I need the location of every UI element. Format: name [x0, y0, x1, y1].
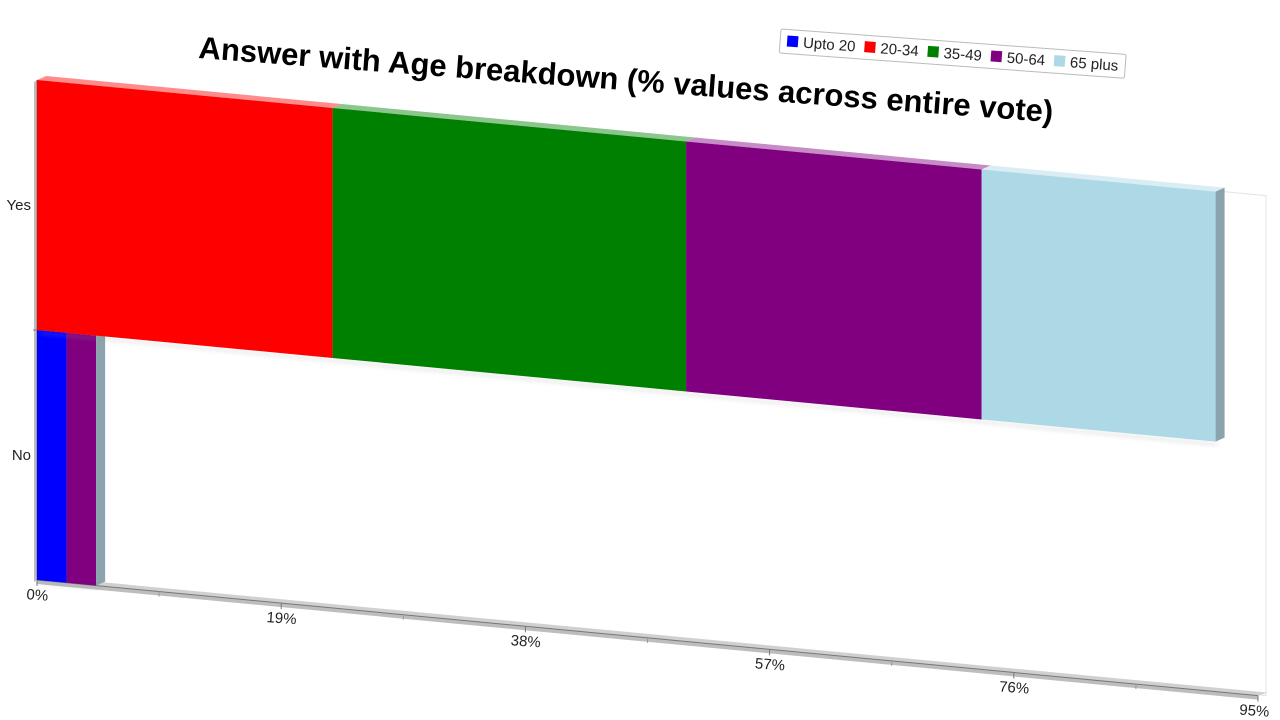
bar-segment[interactable]	[981, 169, 1216, 442]
legend-label[interactable]: 35-49	[943, 45, 983, 65]
legend-swatch	[864, 41, 876, 53]
legend-swatch	[990, 50, 1003, 63]
bar-end-cap	[96, 331, 106, 586]
legend: Upto 20 20-34 35-49 50-64 65 plus	[778, 28, 1127, 79]
bars	[37, 76, 1225, 590]
legend-swatch	[786, 35, 799, 48]
bar-segment[interactable]	[66, 332, 97, 586]
x-tick-label: 0%	[26, 586, 49, 605]
x-tick-label: 38%	[510, 632, 541, 651]
axes: 0% 19% 38% 57% 76% 95% Yes No	[7, 80, 1270, 720]
x-tick-label: 19%	[266, 609, 297, 628]
bar-segment[interactable]	[37, 330, 67, 583]
legend-label[interactable]: Upto 20	[802, 35, 856, 56]
legend-label[interactable]: 50-64	[1006, 50, 1046, 70]
legend-swatch	[927, 45, 940, 58]
x-tick-label: 95%	[1239, 702, 1270, 720]
legend-swatch	[1053, 55, 1066, 67]
y-category-label: Yes	[7, 197, 31, 214]
y-axis-edge	[34, 80, 37, 582]
legend-label[interactable]: 65 plus	[1069, 54, 1118, 74]
y-category-label: No	[12, 447, 31, 464]
bar-segment[interactable]	[37, 80, 333, 358]
bar-top-face	[686, 137, 991, 170]
chart-floor-edge	[37, 577, 1268, 696]
bar-top-face	[981, 165, 1225, 192]
legend-label[interactable]: 20-34	[880, 40, 920, 60]
x-tick-label: 57%	[754, 655, 785, 674]
bar-end-cap	[1215, 187, 1225, 442]
legend-group: Upto 20 20-34 35-49 50-64 65 plus	[778, 28, 1127, 79]
bar-top-face	[37, 76, 342, 108]
bar-top-face	[332, 103, 696, 142]
x-tick-label: 76%	[999, 678, 1030, 697]
bar-shadow	[37, 582, 103, 590]
bar-shadow	[37, 332, 1222, 446]
bar-segment[interactable]	[686, 141, 982, 420]
bar-segment[interactable]	[332, 107, 687, 392]
